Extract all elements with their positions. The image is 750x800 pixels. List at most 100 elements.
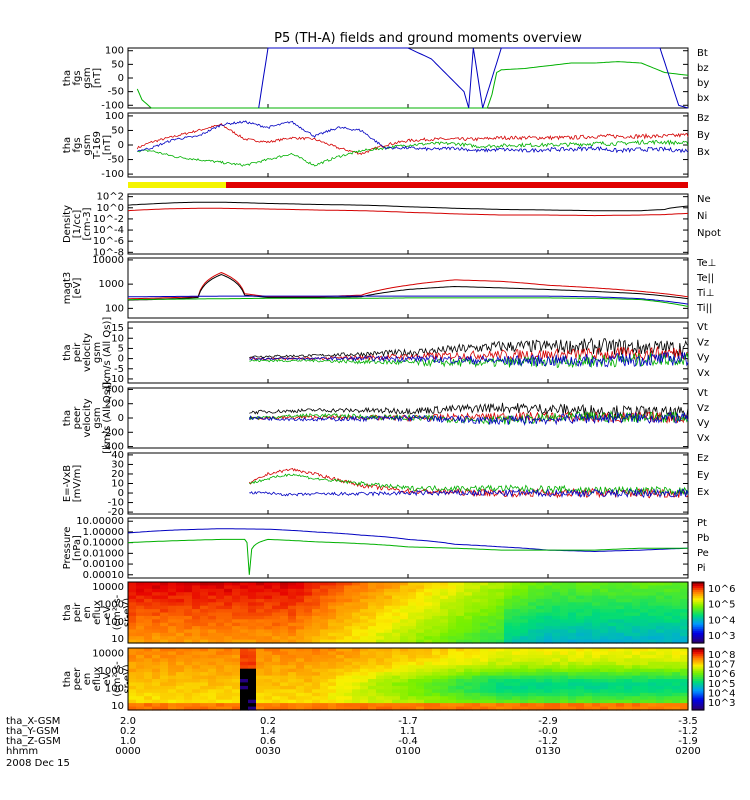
spectrogram-cell <box>192 682 201 687</box>
spectrogram-cell <box>624 629 633 634</box>
spectrogram-cell <box>352 689 361 694</box>
spectrogram-cell <box>632 595 641 600</box>
spectrogram-cell <box>320 703 329 708</box>
spectrogram-cell <box>144 629 153 634</box>
spectrogram-cell <box>544 689 553 694</box>
spectrogram-cell <box>200 622 209 627</box>
spectrogram-cell <box>664 665 673 670</box>
spectrogram-cell <box>160 609 169 614</box>
spectrogram-cell <box>464 672 473 677</box>
spectrogram-cell <box>296 595 305 600</box>
legend-Ez: Ez <box>697 453 709 464</box>
spectrogram-cell <box>512 602 521 607</box>
spectrogram-cell <box>560 672 569 677</box>
spectrogram-cell <box>392 685 401 690</box>
spectrogram-cell <box>240 598 249 603</box>
spectrogram-cell <box>544 626 553 631</box>
spectrogram-cell <box>512 706 521 711</box>
spectrogram-cell <box>304 675 313 680</box>
spectrogram-cell <box>240 682 249 687</box>
spectrogram-cell <box>392 588 401 593</box>
spectrogram-cell <box>376 706 385 711</box>
spectrogram-cell <box>648 665 657 670</box>
spectrogram-cell <box>184 595 193 600</box>
spectrogram-cell <box>128 692 137 697</box>
spectrogram-cell <box>384 675 393 680</box>
spectrogram-cell <box>672 658 681 663</box>
y-tick-label: 50 <box>111 59 124 70</box>
y-axis-label: fgs <box>72 70 83 85</box>
spectrogram-cell <box>464 626 473 631</box>
spectrogram-cell <box>608 629 617 634</box>
spectrogram-cell <box>536 598 545 603</box>
spectrogram-cell <box>576 685 585 690</box>
spectrogram-cell <box>512 679 521 683</box>
spectrogram-cell <box>576 648 585 652</box>
spectrogram-cell <box>488 609 497 614</box>
spectrogram-cell <box>184 639 193 644</box>
spectrogram-cell <box>552 679 561 683</box>
spectrogram-cell <box>464 612 473 617</box>
spectrogram-cell <box>168 706 177 711</box>
spectrogram-cell <box>576 609 585 614</box>
spectrogram-cell <box>192 675 201 680</box>
spectrogram-cell <box>312 629 321 634</box>
spectrogram-cell <box>256 626 265 631</box>
spectrogram-cell <box>536 699 545 704</box>
spectrogram-cell <box>608 622 617 627</box>
spectrogram-cell <box>128 639 137 644</box>
y-tick-label: -50 <box>108 155 124 166</box>
spectrogram-cell <box>464 588 473 593</box>
spectrogram-cell <box>336 672 345 677</box>
spectrogram-cell <box>424 668 433 673</box>
spectrogram-cell <box>592 668 601 673</box>
spectrogram-cell <box>136 598 145 603</box>
spectrogram-cell <box>520 651 529 656</box>
spectrogram-cell <box>216 672 225 677</box>
spectrogram-cell <box>672 605 681 610</box>
spectrogram-cell <box>416 699 425 704</box>
spectrogram-cell <box>552 636 561 641</box>
spectrogram-cell <box>208 685 217 690</box>
spectrogram-cell <box>472 661 481 666</box>
spectrogram-cell <box>384 615 393 620</box>
spectrogram-cell <box>264 619 273 624</box>
series-fgl-Bz <box>136 122 689 156</box>
spectrogram-cell <box>240 665 249 670</box>
y-axis-label: [1/cc] <box>72 210 83 239</box>
legend-Vx: Vx <box>697 368 710 379</box>
spectrogram-cell <box>408 706 417 711</box>
spectrogram-cell <box>480 675 489 680</box>
spectrogram-cell <box>536 639 545 644</box>
spectrogram-cell <box>328 685 337 690</box>
spectrogram-cell <box>640 706 649 711</box>
colorbar-cell <box>692 670 704 674</box>
spectrogram-cell <box>264 651 273 656</box>
spectrogram-cell <box>640 689 649 694</box>
spectrogram-cell <box>528 692 537 697</box>
spectrogram-cell <box>344 636 353 641</box>
spectrogram-cell <box>328 703 337 708</box>
spectrogram-cell <box>256 629 265 634</box>
spectrogram-cell <box>184 668 193 673</box>
spectrogram-cell <box>320 692 329 697</box>
spectrogram-cell <box>368 685 377 690</box>
spectrogram-cell <box>144 612 153 617</box>
spectrogram-cell <box>408 692 417 697</box>
spectrogram-cell <box>400 598 409 603</box>
spectrogram-cell <box>520 668 529 673</box>
spectrogram-cell <box>392 703 401 708</box>
spectrogram-cell <box>384 622 393 627</box>
spectrogram-cell <box>552 665 561 670</box>
y-tick-label: -10 <box>108 374 124 385</box>
spectrogram-cell <box>488 588 497 593</box>
spectrogram-cell <box>488 654 497 659</box>
spectrogram-cell <box>168 609 177 614</box>
spectrogram-cell <box>240 654 249 659</box>
spectrogram-cell <box>224 595 233 600</box>
spectrogram-cell <box>640 605 649 610</box>
spectrogram-cell <box>624 588 633 593</box>
spectrogram-cell <box>456 692 465 697</box>
spectrogram-cell <box>520 595 529 600</box>
